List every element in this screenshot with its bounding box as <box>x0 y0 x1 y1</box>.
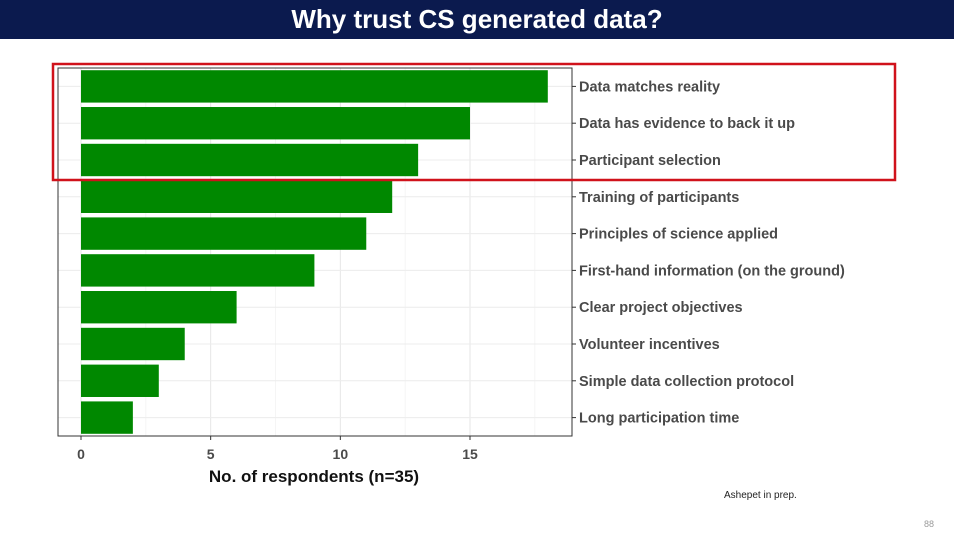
bar <box>81 327 185 361</box>
page-number: 88 <box>924 519 935 529</box>
category-label: Training of participants <box>579 190 739 206</box>
citation: Ashepet in prep. <box>724 490 797 501</box>
x-tick-label: 5 <box>207 446 215 462</box>
category-label: Long participation time <box>579 411 739 427</box>
bar <box>81 70 548 103</box>
x-axis-label: No. of respondents (n=35) <box>209 467 419 486</box>
category-label: Volunteer incentives <box>579 337 720 353</box>
x-tick-label: 10 <box>333 446 349 462</box>
category-label: Data matches reality <box>579 79 720 95</box>
category-label: Clear project objectives <box>579 300 743 316</box>
axes: Data matches reality Data has evidence to… <box>77 79 845 462</box>
category-label: Simple data collection protocol <box>579 374 794 390</box>
title-bar <box>0 0 954 39</box>
bar <box>81 217 367 250</box>
bar <box>81 401 133 434</box>
bar <box>81 143 419 177</box>
bar <box>81 107 470 140</box>
slide-title: Why trust CS generated data? <box>291 4 663 34</box>
highlight-box <box>51 62 897 182</box>
bar <box>81 254 315 287</box>
bar <box>81 180 393 213</box>
x-tick-label: 0 <box>77 446 85 462</box>
category-label: Participant selection <box>579 153 721 169</box>
bars <box>81 70 548 434</box>
category-label: Data has evidence to back it up <box>579 116 795 132</box>
plot-frame <box>57 67 573 437</box>
bar <box>81 291 237 324</box>
bar <box>81 364 159 397</box>
x-tick-label: 15 <box>462 446 478 462</box>
category-label: First-hand information (on the ground) <box>579 263 845 279</box>
category-label: Principles of science applied <box>579 227 778 243</box>
